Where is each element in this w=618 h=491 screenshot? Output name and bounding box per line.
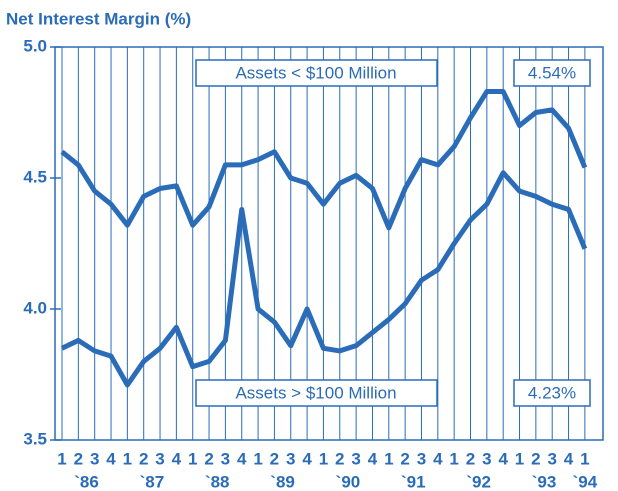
x-tick-label: 3: [351, 449, 360, 468]
year-label: `90: [336, 472, 361, 491]
y-tick-label: 4.0: [23, 298, 47, 317]
x-tick-label: 2: [531, 449, 540, 468]
series-label: Assets < $100 Million: [235, 63, 396, 82]
label-box: [195, 59, 438, 87]
x-tick-label: 4: [498, 449, 508, 468]
x-tick-label: 3: [482, 449, 491, 468]
x-tick-label: 2: [74, 449, 83, 468]
x-tick-label: 2: [400, 449, 409, 468]
y-tick-label: 5.0: [23, 36, 47, 55]
line: [60, 89, 588, 231]
year-label: `91: [401, 472, 426, 491]
x-tick-label: 4: [368, 449, 378, 468]
y-tick-label: 3.5: [23, 429, 47, 448]
x-tick-label: 4: [237, 449, 247, 468]
x-tick-label: 1: [57, 449, 66, 468]
x-tick-label: 1: [253, 449, 262, 468]
x-tick-label: 3: [90, 449, 99, 468]
x-tick-label: 2: [204, 449, 213, 468]
chart-title: Net Interest Margin (%): [6, 9, 191, 28]
series-label: Assets > $100 Million: [235, 383, 396, 402]
x-tick-label: 1: [515, 449, 524, 468]
x-tick-label: 1: [188, 449, 197, 468]
x-tick-label: 4: [106, 449, 116, 468]
x-tick-label: 1: [319, 449, 328, 468]
x-tick-label: 1: [123, 449, 132, 468]
year-label: `94: [573, 472, 598, 491]
label-box: [195, 379, 438, 407]
year-label: `93: [532, 472, 557, 491]
x-tick-label: 3: [286, 449, 295, 468]
x-tick-label: 2: [335, 449, 344, 468]
lines: [60, 89, 588, 388]
x-tick-label: 1: [580, 449, 589, 468]
x-tick-label: 3: [417, 449, 426, 468]
end-label: 4.54%: [528, 63, 576, 82]
x-tick-label: 2: [139, 449, 148, 468]
year-label: `92: [466, 472, 491, 491]
x-tick-label: 4: [172, 449, 182, 468]
year-label: `86: [74, 472, 99, 491]
x-tick-label: 4: [302, 449, 312, 468]
label-box: [513, 379, 591, 407]
year-label: `87: [140, 472, 165, 491]
end-label: 4.23%: [528, 383, 576, 402]
x-tick-label: 2: [466, 449, 475, 468]
x-tick-label: 4: [433, 449, 443, 468]
x-tick-label: 3: [221, 449, 230, 468]
x-tick-label: 2: [270, 449, 279, 468]
x-tick-label: 3: [547, 449, 556, 468]
x-tick-label: 1: [449, 449, 458, 468]
x-tick-label: 4: [564, 449, 574, 468]
plot-frame: [54, 46, 604, 441]
x-tick-label: 1: [384, 449, 393, 468]
y-tick-label: 4.5: [23, 167, 47, 186]
year-label: `89: [270, 472, 295, 491]
label-box: [513, 59, 591, 87]
x-tick-label: 3: [155, 449, 164, 468]
line: [60, 170, 588, 388]
year-label: `88: [205, 472, 230, 491]
